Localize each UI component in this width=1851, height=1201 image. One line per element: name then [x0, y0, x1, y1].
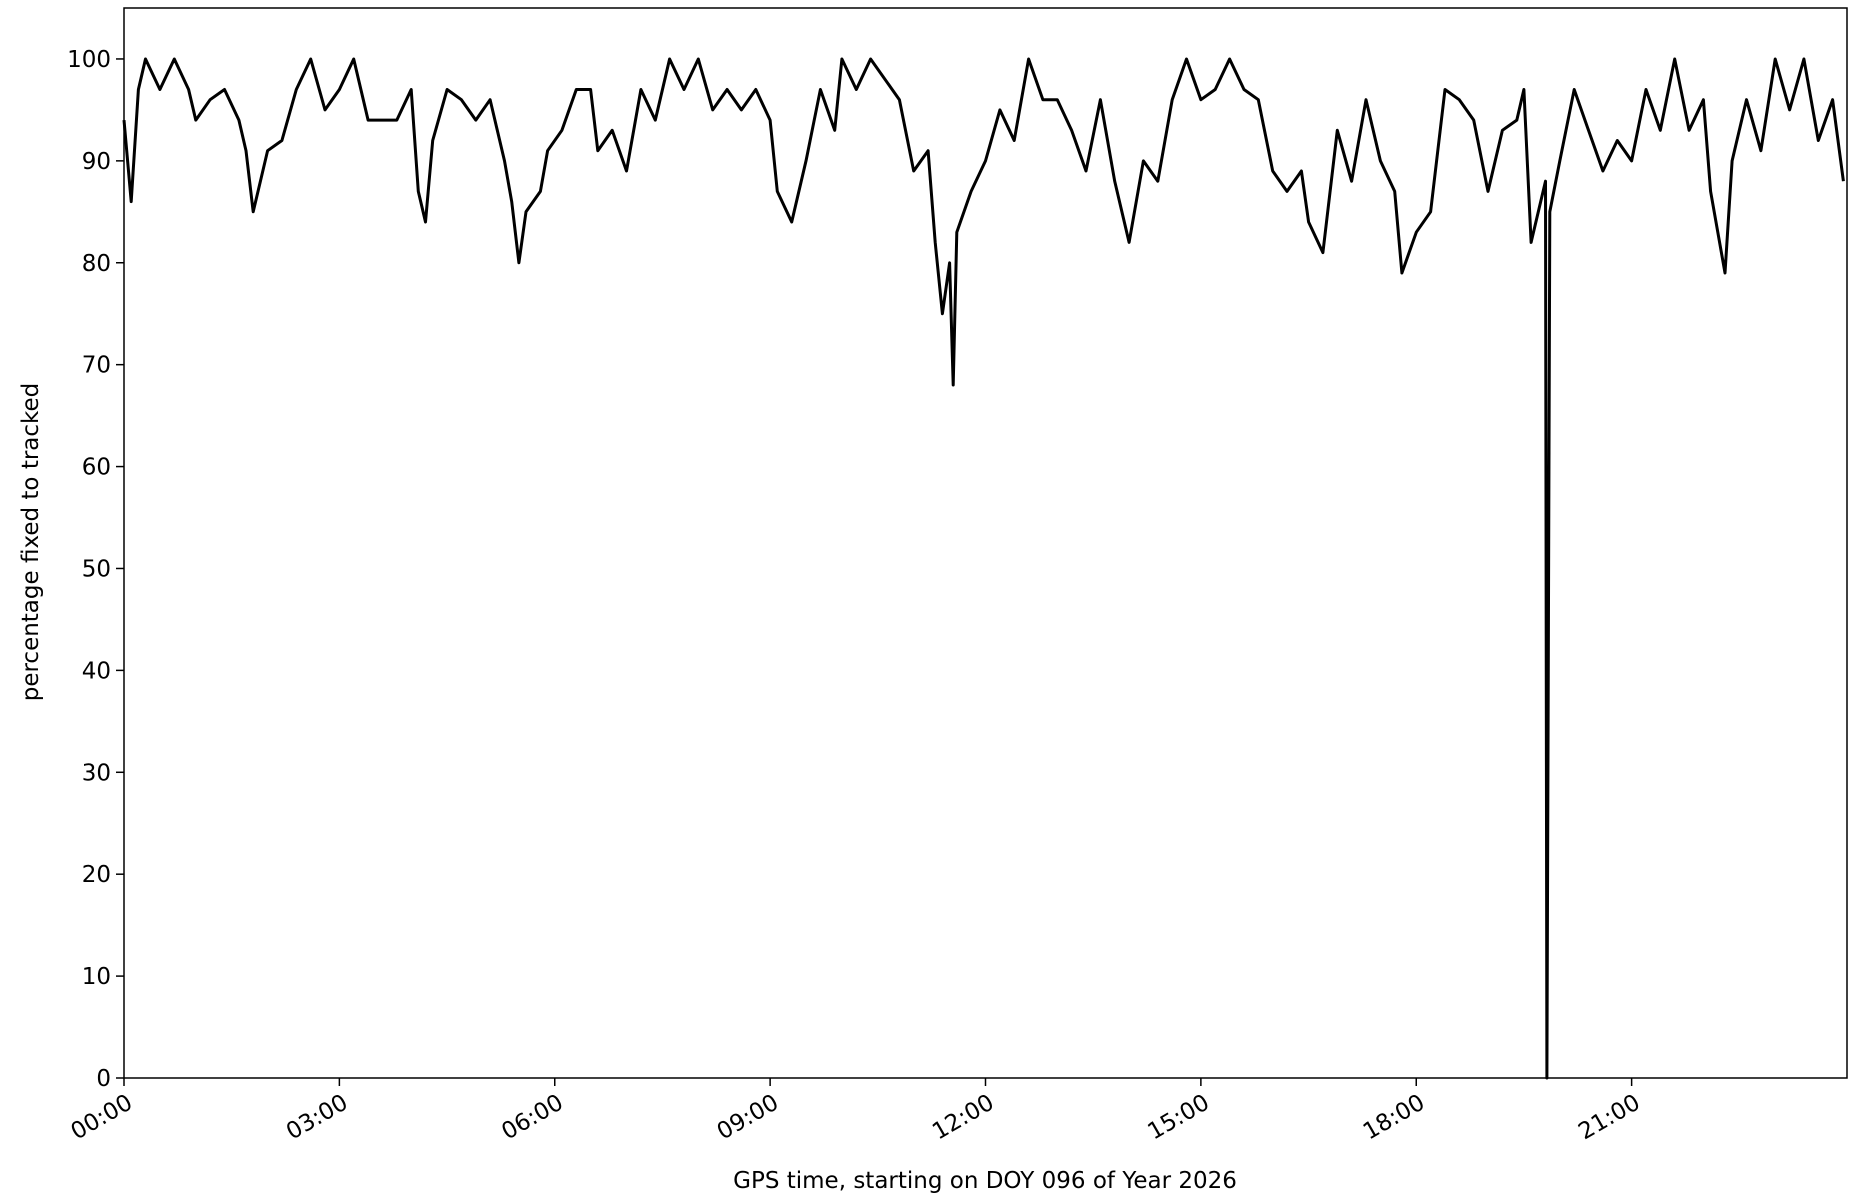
- y-axis-label: percentage fixed to tracked: [18, 383, 44, 702]
- y-tick-label: 80: [82, 251, 111, 277]
- x-axis-label: GPS time, starting on DOY 096 of Year 20…: [733, 1168, 1237, 1194]
- y-tick-label: 40: [82, 658, 111, 684]
- x-tick-label: 12:00: [928, 1090, 998, 1146]
- x-tick-label: 15:00: [1143, 1090, 1213, 1146]
- x-tick-label: 03:00: [282, 1090, 352, 1146]
- y-tick-label: 0: [96, 1066, 111, 1092]
- x-tick-label: 09:00: [713, 1090, 783, 1146]
- y-tick-label: 60: [82, 455, 111, 481]
- x-tick-label: 18:00: [1359, 1090, 1429, 1146]
- y-tick-label: 20: [82, 862, 111, 888]
- y-tick-label: 90: [82, 149, 111, 175]
- x-tick-label: 00:00: [67, 1090, 137, 1146]
- data-line: [122, 57, 1845, 1080]
- x-tick-label: 21:00: [1574, 1090, 1644, 1146]
- y-tick-label: 10: [82, 964, 111, 990]
- plot-frame: [123, 7, 1848, 1079]
- y-tick-label: 30: [82, 760, 111, 786]
- y-tick-label: 50: [82, 556, 111, 582]
- y-tick-label: 70: [82, 353, 111, 379]
- y-tick-label: 100: [67, 47, 111, 73]
- x-tick-label: 06:00: [497, 1090, 567, 1146]
